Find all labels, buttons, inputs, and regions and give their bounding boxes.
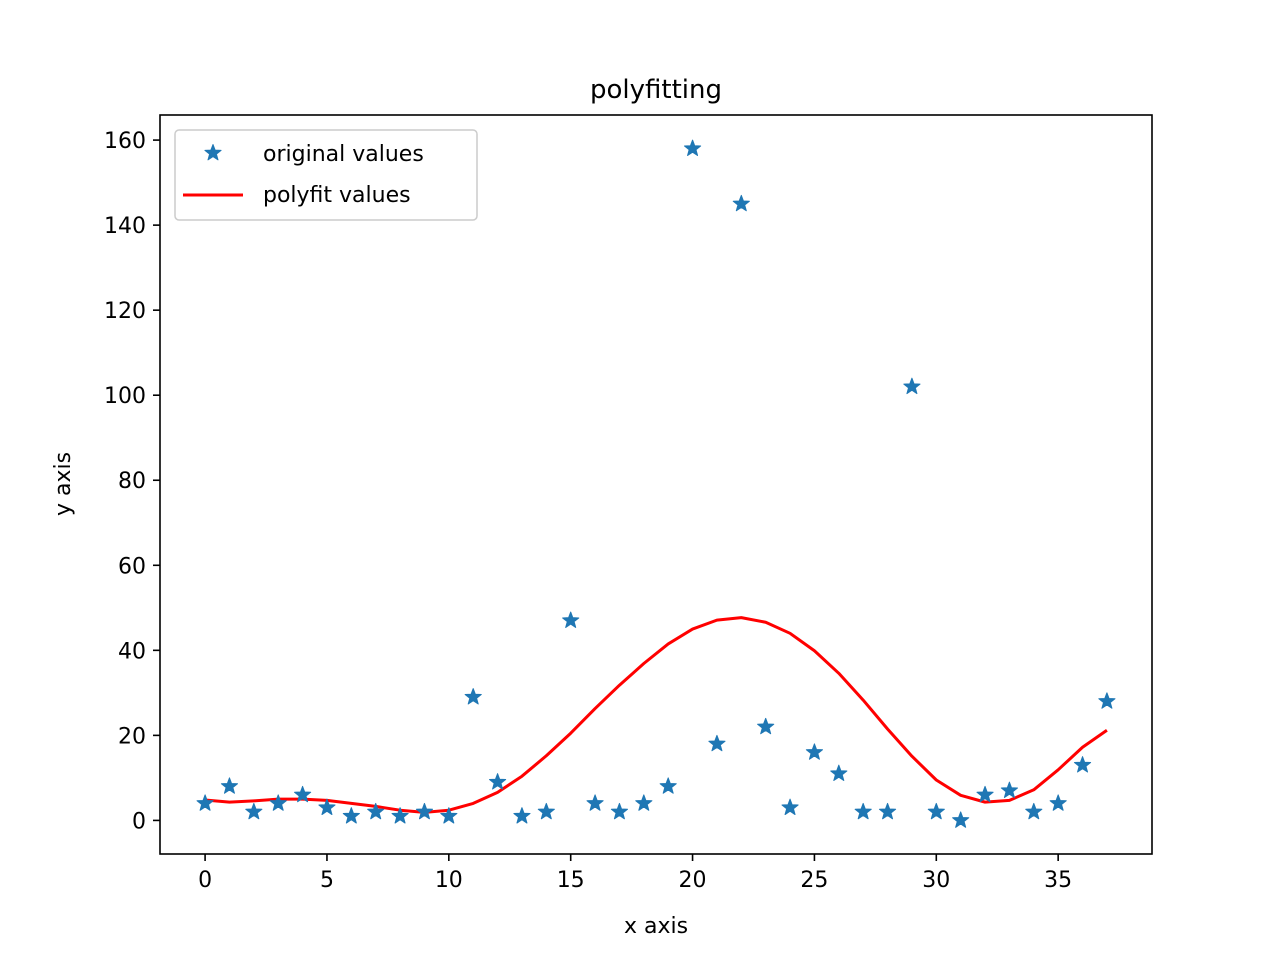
- data-point: [586, 794, 604, 811]
- y-tick-label: 100: [104, 384, 146, 409]
- data-point: [659, 777, 677, 794]
- data-point: [830, 764, 848, 782]
- data-point: [440, 807, 458, 824]
- plot-area: [160, 115, 1152, 854]
- data-point: [537, 802, 555, 820]
- y-tick-label: 120: [104, 299, 146, 324]
- x-tick-label: 30: [922, 868, 950, 893]
- y-tick-label: 0: [132, 809, 146, 834]
- legend-label-original: original values: [263, 142, 424, 167]
- plot-frame: [159, 114, 1153, 855]
- data-point: [1049, 794, 1067, 811]
- data-point: [903, 377, 921, 395]
- data-point: [805, 743, 824, 760]
- data-point: [757, 717, 775, 735]
- polyfit-line: [204, 616, 1108, 814]
- y-tick-label: 40: [118, 639, 146, 664]
- x-tick-label: 10: [435, 868, 463, 893]
- y-axis-label: y axis: [51, 452, 76, 516]
- chart-title: polyfitting: [590, 75, 722, 105]
- y-tick-label: 160: [104, 129, 146, 154]
- y-tick-label: 60: [118, 554, 146, 579]
- data-point: [220, 777, 239, 794]
- data-point: [683, 139, 702, 156]
- legend-star-marker: [204, 144, 222, 161]
- y-tick-label: 20: [118, 724, 146, 749]
- legend: original values polyfit values: [174, 129, 478, 221]
- data-point: [513, 807, 531, 824]
- data-point: [464, 688, 482, 705]
- x-tick-label: 5: [320, 868, 334, 893]
- data-point: [245, 802, 263, 820]
- y-tick-label: 140: [104, 214, 146, 239]
- data-point: [367, 802, 385, 820]
- data-point: [391, 807, 409, 824]
- y-tick-label: 80: [118, 469, 146, 494]
- x-axis: 0 5 10 15 20 25 30 35: [198, 854, 1072, 893]
- x-tick-label: 20: [679, 868, 707, 893]
- x-tick-label: 15: [557, 868, 585, 893]
- data-point: [610, 802, 629, 820]
- data-point: [878, 802, 897, 820]
- y-axis: 0 20 40 60 80 100 120 140 160: [104, 129, 160, 834]
- data-point: [1073, 756, 1092, 773]
- data-point: [415, 802, 434, 820]
- data-point: [1000, 781, 1018, 799]
- data-point: [562, 611, 580, 628]
- data-point: [294, 785, 312, 803]
- legend-star-icon: [204, 144, 222, 161]
- data-point: [269, 794, 287, 811]
- x-tick-label: 25: [800, 868, 828, 893]
- x-tick-label: 0: [198, 868, 212, 893]
- data-point: [976, 785, 994, 803]
- series-layer: [196, 139, 1116, 828]
- data-point: [952, 811, 970, 828]
- x-axis-label: x axis: [624, 914, 688, 939]
- data-point: [781, 798, 799, 816]
- data-point: [318, 798, 336, 816]
- data-point: [488, 773, 507, 790]
- data-point: [196, 794, 214, 811]
- data-point: [927, 802, 945, 820]
- data-point: [854, 802, 872, 820]
- data-point: [635, 794, 653, 811]
- data-point: [1025, 802, 1043, 820]
- legend-label-polyfit: polyfit values: [263, 183, 411, 208]
- x-tick-label: 35: [1044, 868, 1072, 893]
- data-point: [1098, 692, 1116, 709]
- data-point: [708, 734, 726, 752]
- legend-box: [174, 129, 478, 221]
- data-point: [732, 194, 750, 212]
- data-point: [342, 807, 360, 824]
